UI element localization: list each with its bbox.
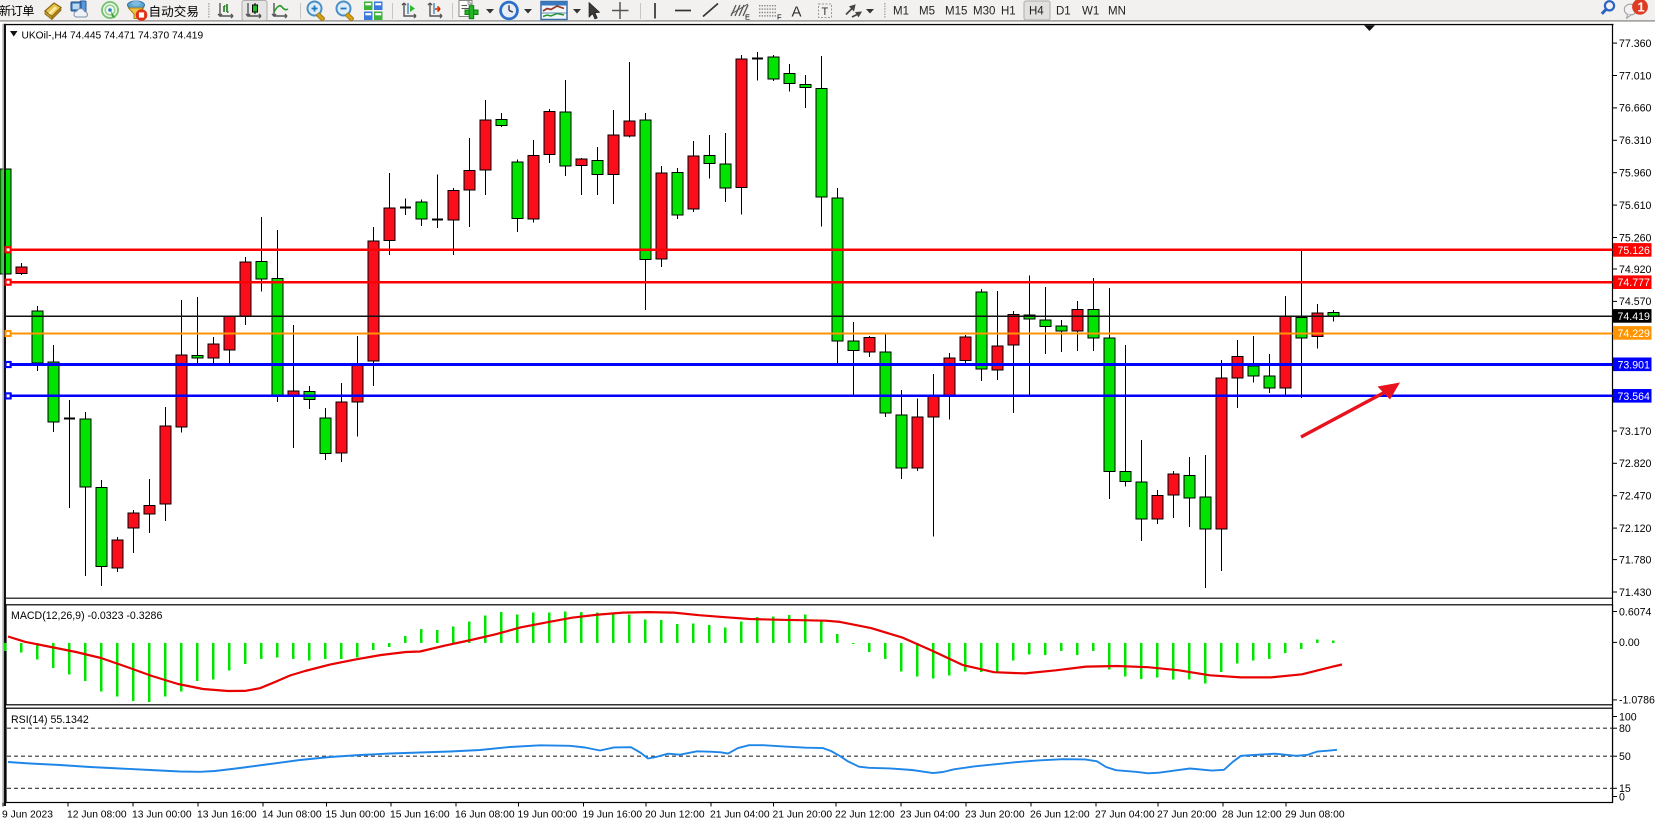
svg-text:T: T (822, 6, 829, 18)
svg-text:27 Jun 04:00: 27 Jun 04:00 (1095, 810, 1155, 821)
svg-text:15: 15 (1619, 783, 1631, 795)
svg-text:16 Jun 08:00: 16 Jun 08:00 (455, 810, 515, 821)
svg-text:29 Jun 08:00: 29 Jun 08:00 (1285, 810, 1345, 821)
svg-text:76.660: 76.660 (1619, 103, 1652, 115)
svg-text:75.260: 75.260 (1619, 232, 1652, 244)
svg-text:D1: D1 (1056, 6, 1071, 18)
svg-text:1: 1 (1637, 0, 1644, 15)
svg-text:71.780: 71.780 (1619, 554, 1652, 566)
svg-text:13 Jun 16:00: 13 Jun 16:00 (197, 810, 257, 821)
svg-text:74.570: 74.570 (1619, 296, 1652, 308)
svg-text:15 Jun 00:00: 15 Jun 00:00 (326, 810, 386, 821)
svg-text:UKOil-,H4: UKOil-,H4 (22, 31, 68, 42)
svg-text:M30: M30 (973, 6, 995, 18)
svg-text:26 Jun 12:00: 26 Jun 12:00 (1030, 810, 1090, 821)
svg-text:72.470: 72.470 (1619, 491, 1652, 503)
svg-text:19 Jun 00:00: 19 Jun 00:00 (518, 810, 578, 821)
svg-text:23 Jun 04:00: 23 Jun 04:00 (900, 810, 960, 821)
svg-text:21 Jun 04:00: 21 Jun 04:00 (710, 810, 770, 821)
svg-text:M5: M5 (919, 6, 935, 18)
svg-text:0.6074: 0.6074 (1619, 606, 1652, 618)
svg-text:75.960: 75.960 (1619, 168, 1652, 180)
svg-text:75.126: 75.126 (1618, 245, 1651, 257)
svg-text:71.430: 71.430 (1619, 587, 1652, 599)
svg-text:W1: W1 (1082, 6, 1099, 18)
svg-text:28 Jun 12:00: 28 Jun 12:00 (1222, 810, 1282, 821)
svg-text:20 Jun 12:00: 20 Jun 12:00 (645, 810, 705, 821)
svg-text:H1: H1 (1001, 6, 1016, 18)
svg-text:80: 80 (1619, 723, 1631, 735)
svg-text:23 Jun 20:00: 23 Jun 20:00 (965, 810, 1025, 821)
svg-text:19 Jun 16:00: 19 Jun 16:00 (583, 810, 643, 821)
svg-text:15 Jun 16:00: 15 Jun 16:00 (390, 810, 450, 821)
svg-text:73.901: 73.901 (1618, 359, 1651, 371)
svg-text:13 Jun 00:00: 13 Jun 00:00 (132, 810, 192, 821)
svg-text:F: F (777, 13, 782, 22)
svg-text:M1: M1 (893, 6, 909, 18)
svg-text:74.920: 74.920 (1619, 264, 1652, 276)
svg-text:73.564: 73.564 (1618, 391, 1651, 403)
svg-text:MN: MN (1108, 6, 1126, 18)
svg-text:0.00: 0.00 (1619, 637, 1640, 649)
svg-text:77.010: 77.010 (1619, 70, 1652, 82)
svg-text:A: A (792, 4, 802, 21)
svg-text:9 Jun 2023: 9 Jun 2023 (2, 810, 53, 821)
svg-text:74.445 74.471 74.370 74.419: 74.445 74.471 74.370 74.419 (70, 31, 203, 42)
svg-text:74.777: 74.777 (1618, 277, 1651, 289)
svg-text:72.120: 72.120 (1619, 523, 1652, 535)
svg-text:E: E (745, 13, 750, 22)
svg-text:22 Jun 12:00: 22 Jun 12:00 (835, 810, 895, 821)
svg-text:75.610: 75.610 (1619, 200, 1652, 212)
svg-text:76.310: 76.310 (1619, 135, 1652, 147)
svg-text:M15: M15 (945, 6, 967, 18)
svg-text:27 Jun 20:00: 27 Jun 20:00 (1157, 810, 1217, 821)
svg-text:12 Jun 08:00: 12 Jun 08:00 (67, 810, 127, 821)
svg-text:14 Jun 08:00: 14 Jun 08:00 (262, 810, 322, 821)
svg-text:74.419: 74.419 (1618, 311, 1651, 323)
svg-text:21 Jun 20:00: 21 Jun 20:00 (773, 810, 833, 821)
svg-text:77.360: 77.360 (1619, 38, 1652, 50)
svg-text:-1.0786: -1.0786 (1619, 695, 1655, 707)
svg-text:72.820: 72.820 (1619, 458, 1652, 470)
svg-text:H4: H4 (1029, 6, 1044, 18)
svg-text:74.229: 74.229 (1618, 328, 1651, 340)
svg-text:0: 0 (1619, 791, 1625, 803)
svg-text:RSI(14) 55.1342: RSI(14) 55.1342 (11, 714, 89, 726)
svg-text:50: 50 (1619, 751, 1631, 763)
svg-text:73.170: 73.170 (1619, 426, 1652, 438)
svg-text:100: 100 (1619, 711, 1637, 723)
svg-text:MACD(12,26,9) -0.0323 -0.3286: MACD(12,26,9) -0.0323 -0.3286 (11, 610, 162, 622)
